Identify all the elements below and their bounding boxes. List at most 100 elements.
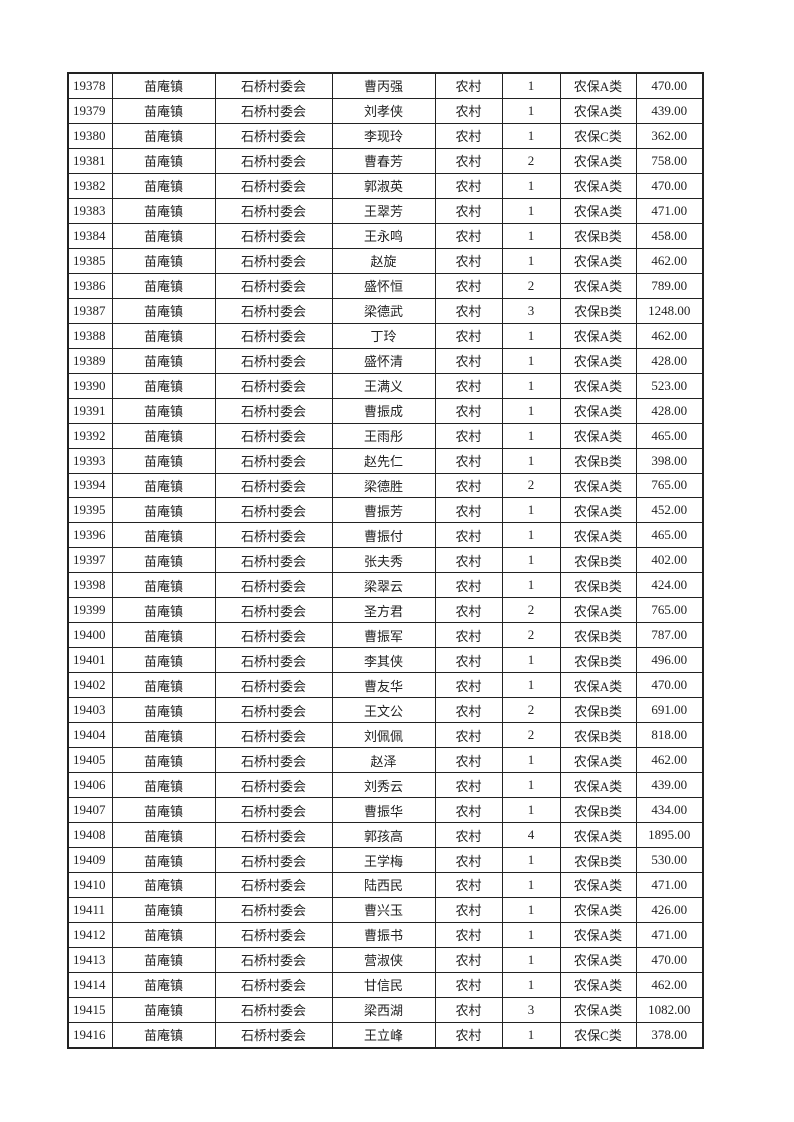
table-row: 19391 苗庵镇 石桥村委会 曹振成 农村 1 农保A类 428.00 [67,397,704,424]
household-type-cell: 农村 [434,572,503,599]
person-name-cell: 梁西湖 [331,996,436,1023]
record-id-cell: 19379 [67,97,113,124]
table-row: 19381 苗庵镇 石桥村委会 曹春芳 农村 2 农保A类 758.00 [67,147,704,174]
amount-cell: 439.00 [635,772,704,799]
insurance-category-cell: 农保B类 [559,447,637,474]
record-id-cell: 19407 [67,797,113,824]
table-row: 19402 苗庵镇 石桥村委会 曹友华 农村 1 农保A类 470.00 [67,672,704,699]
village-committee-cell: 石桥村委会 [214,921,333,948]
person-name-cell: 丁玲 [331,322,436,349]
person-name-cell: 圣方君 [331,597,436,624]
table-row: 19389 苗庵镇 石桥村委会 盛怀清 农村 1 农保A类 428.00 [67,347,704,374]
town-cell: 苗庵镇 [111,347,216,374]
table-row: 19401 苗庵镇 石桥村委会 李其侠 农村 1 农保B类 496.00 [67,647,704,674]
household-size-cell: 1 [501,896,561,923]
insurance-category-cell: 农保A类 [559,597,637,624]
town-cell: 苗庵镇 [111,297,216,324]
household-type-cell: 农村 [434,272,503,299]
person-name-cell: 曹振书 [331,921,436,948]
record-id-cell: 19383 [67,197,113,224]
village-committee-cell: 石桥村委会 [214,822,333,849]
amount-cell: 470.00 [635,172,704,199]
amount-cell: 471.00 [635,197,704,224]
village-committee-cell: 石桥村委会 [214,422,333,449]
table-row: 19406 苗庵镇 石桥村委会 刘秀云 农村 1 农保A类 439.00 [67,772,704,799]
town-cell: 苗庵镇 [111,772,216,799]
amount-cell: 471.00 [635,921,704,948]
village-committee-cell: 石桥村委会 [214,347,333,374]
household-type-cell: 农村 [434,597,503,624]
village-committee-cell: 石桥村委会 [214,872,333,898]
household-size-cell: 1 [501,172,561,199]
village-committee-cell: 石桥村委会 [214,697,333,724]
town-cell: 苗庵镇 [111,197,216,224]
town-cell: 苗庵镇 [111,547,216,574]
village-committee-cell: 石桥村委会 [214,322,333,349]
amount-cell: 402.00 [635,547,704,574]
insurance-category-cell: 农保A类 [559,97,637,124]
household-size-cell: 2 [501,722,561,749]
record-id-cell: 19408 [67,822,113,849]
table-row: 19415 苗庵镇 石桥村委会 梁西湖 农村 3 农保A类 1082.00 [67,996,704,1023]
household-size-cell: 1 [501,547,561,574]
record-id-cell: 19411 [67,896,113,923]
record-id-cell: 19410 [67,872,113,898]
village-committee-cell: 石桥村委会 [214,497,333,524]
insurance-category-cell: 农保B类 [559,547,637,574]
record-id-cell: 19413 [67,946,113,973]
record-id-cell: 19415 [67,996,113,1023]
insurance-category-cell: 农保A类 [559,747,637,774]
record-id-cell: 19384 [67,222,113,249]
household-size-cell: 1 [501,1021,561,1049]
village-committee-cell: 石桥村委会 [214,647,333,674]
village-committee-cell: 石桥村委会 [214,297,333,324]
insurance-category-cell: 农保C类 [559,1021,637,1049]
amount-cell: 470.00 [635,946,704,973]
person-name-cell: 曹丙强 [331,72,436,99]
town-cell: 苗庵镇 [111,572,216,599]
record-id-cell: 19378 [67,72,113,99]
town-cell: 苗庵镇 [111,872,216,898]
household-size-cell: 1 [501,122,561,149]
household-size-cell: 1 [501,971,561,998]
amount-cell: 470.00 [635,72,704,99]
benefit-table: 19378 苗庵镇 石桥村委会 曹丙强 农村 1 农保A类 470.00 19379 苗庵镇 石桥村… [67,72,704,1049]
village-committee-cell: 石桥村委会 [214,147,333,174]
record-id-cell: 19399 [67,597,113,624]
household-size-cell: 1 [501,797,561,824]
town-cell: 苗庵镇 [111,946,216,973]
table-row: 19392 苗庵镇 石桥村委会 王雨彤 农村 1 农保A类 465.00 [67,422,704,449]
person-name-cell: 曹振军 [331,622,436,649]
table-row: 19388 苗庵镇 石桥村委会 丁玲 农村 1 农保A类 462.00 [67,322,704,349]
person-name-cell: 王满义 [331,372,436,399]
insurance-category-cell: 农保A类 [559,247,637,274]
table-row: 19400 苗庵镇 石桥村委会 曹振军 农村 2 农保B类 787.00 [67,622,704,649]
household-type-cell: 农村 [434,622,503,649]
table-row: 19414 苗庵镇 石桥村委会 甘信民 农村 1 农保A类 462.00 [67,971,704,998]
village-committee-cell: 石桥村委会 [214,722,333,749]
village-committee-cell: 石桥村委会 [214,946,333,973]
town-cell: 苗庵镇 [111,472,216,499]
record-id-cell: 19396 [67,522,113,549]
table-row: 19380 苗庵镇 石桥村委会 李现玲 农村 1 农保C类 362.00 [67,122,704,149]
town-cell: 苗庵镇 [111,322,216,349]
insurance-category-cell: 农保A类 [559,172,637,199]
town-cell: 苗庵镇 [111,597,216,624]
household-size-cell: 1 [501,322,561,349]
person-name-cell: 王学梅 [331,847,436,873]
amount-cell: 789.00 [635,272,704,299]
household-size-cell: 3 [501,996,561,1023]
record-id-cell: 19389 [67,347,113,374]
household-size-cell: 1 [501,72,561,99]
household-size-cell: 1 [501,872,561,898]
record-id-cell: 19381 [67,147,113,174]
insurance-category-cell: 农保A类 [559,772,637,799]
record-id-cell: 19385 [67,247,113,274]
town-cell: 苗庵镇 [111,397,216,424]
person-name-cell: 梁德武 [331,297,436,324]
household-type-cell: 农村 [434,472,503,499]
record-id-cell: 19395 [67,497,113,524]
town-cell: 苗庵镇 [111,172,216,199]
table-row: 19407 苗庵镇 石桥村委会 曹振华 农村 1 农保B类 434.00 [67,797,704,824]
record-id-cell: 19387 [67,297,113,324]
